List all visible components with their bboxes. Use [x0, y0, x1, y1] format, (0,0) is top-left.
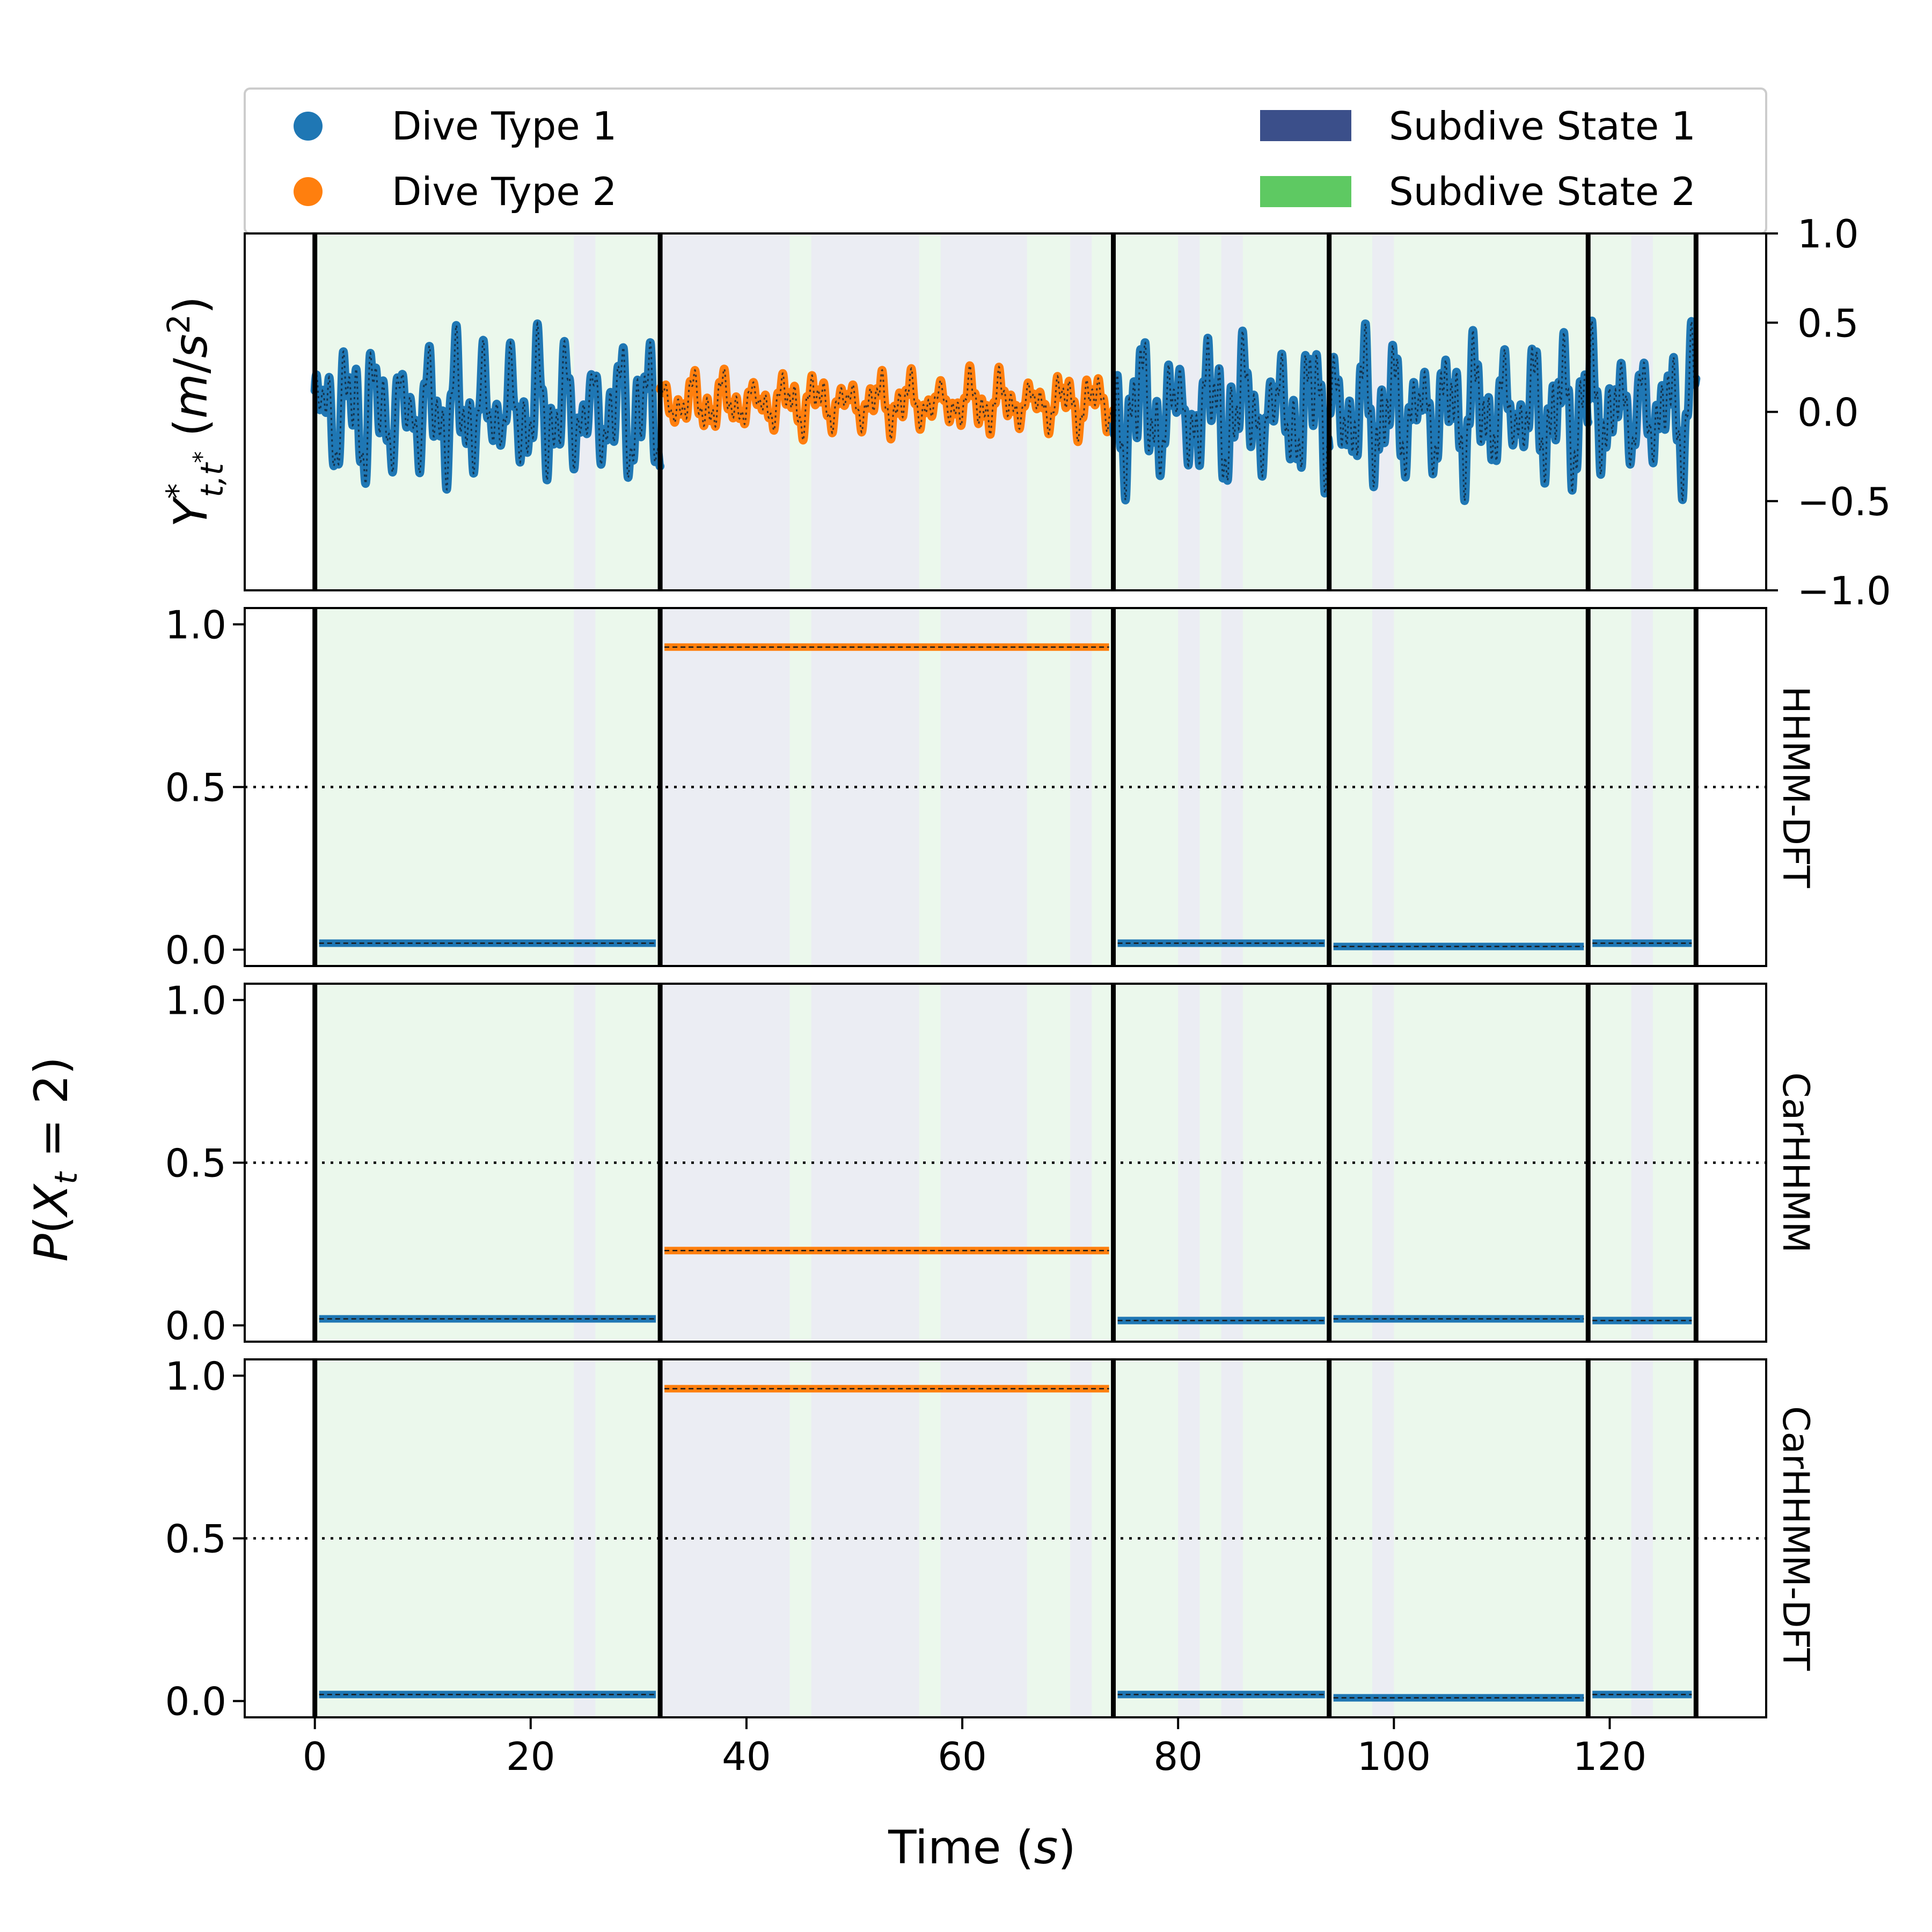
subdive-segment [1027, 608, 1071, 966]
acceleration-segment-dotted [1328, 323, 1589, 501]
subdive-segment [574, 984, 596, 1342]
y-tick-label: 1.0 [165, 1353, 226, 1399]
subdive-segment [1027, 984, 1071, 1342]
subdive-segment [1631, 984, 1653, 1342]
x-axis-title-unit: s [1034, 1821, 1058, 1875]
subdive-segment [1372, 1359, 1394, 1717]
subdive-segment [574, 608, 596, 966]
x-tick-label: 60 [938, 1734, 987, 1779]
subdive-segment [660, 984, 790, 1342]
subdive-segment [660, 608, 790, 966]
subdive-segment [660, 1359, 790, 1717]
subdive-segment [1394, 1359, 1631, 1717]
dive-boundaries [312, 608, 1699, 966]
legend-label-dive-type-1: Dive Type 1 [392, 104, 617, 149]
subdive-segment [1242, 984, 1373, 1342]
legend-label-subdive-state-1: Subdive State 1 [1389, 104, 1696, 149]
subdive-segment [1631, 1359, 1653, 1717]
subdive-segment [1242, 608, 1373, 966]
acceleration-panel: 1.0 0.5 0.0 −0.5 −1.0 [244, 211, 1891, 613]
x-axis-title: Time (s) [888, 1821, 1076, 1875]
y-tick-label: 1.0 [165, 978, 226, 1023]
x-axis-title-prefix: Time ( [888, 1821, 1034, 1875]
subdive-shading [314, 984, 1696, 1342]
dive-boundaries [312, 984, 1699, 1342]
probability-lines [319, 1247, 1692, 1324]
probability-lines [319, 1385, 1692, 1702]
acceleration-segment-dotted [659, 364, 1115, 443]
legend-marker-dive-type-1 [294, 112, 323, 141]
y-tick-label: 1.0 [1797, 211, 1859, 257]
y-tick-label: 0.5 [1797, 301, 1859, 346]
acceleration-trace [310, 316, 1701, 506]
x-tick-label: 120 [1573, 1734, 1646, 1779]
y-tick-label: 0.0 [165, 1679, 226, 1724]
y-axis-ticks: 0.0 0.5 1.0 [165, 978, 245, 1349]
acceleration-y-axis-title: Y*t,t* (m/s2) [159, 296, 230, 527]
y-axis-ticks: 1.0 0.5 0.0 −0.5 −1.0 [1766, 211, 1891, 613]
acceleration-segment-dotted [314, 320, 661, 491]
legend-patch-subdive-state-2 [1260, 176, 1351, 207]
legend-patch-subdive-state-1 [1260, 110, 1351, 141]
subdive-segment [1199, 1359, 1221, 1717]
y-tick-label: −0.5 [1797, 479, 1891, 524]
carhhmm-dft-panel: 0.0 0.5 1.0 CarHHMM-DFT [165, 1353, 1817, 1724]
subdive-segment [789, 608, 811, 966]
subdive-segment [1199, 608, 1221, 966]
legend-label-dive-type-2: Dive Type 2 [392, 169, 617, 214]
y-tick-label: 0.0 [165, 1304, 226, 1349]
subdive-segment [1027, 1359, 1071, 1717]
dive-boundaries [312, 1359, 1699, 1717]
subdive-segment [919, 1359, 941, 1717]
subdive-segment [574, 1359, 596, 1717]
legend-marker-dive-type-2 [294, 177, 323, 206]
y-tick-label: 0.0 [165, 928, 226, 973]
subdive-segment [789, 1359, 811, 1717]
x-tick-label: 40 [722, 1734, 771, 1779]
subdive-segment [919, 984, 941, 1342]
x-axis-ticks: 0 20 40 60 80 100 120 [303, 1717, 1646, 1779]
subdive-segment [1242, 1359, 1373, 1717]
acceleration-segment-dotted [1587, 319, 1697, 502]
subdive-segment [1394, 608, 1631, 966]
x-tick-label: 20 [506, 1734, 555, 1779]
subdive-segment [1199, 984, 1221, 1342]
y-tick-label: −1.0 [1797, 568, 1891, 613]
legend: Dive Type 1 Dive Type 2 Subdive State 1 … [244, 87, 1767, 235]
y-tick-label: 0.5 [165, 1517, 226, 1562]
legend-label-subdive-state-2: Subdive State 2 [1389, 169, 1696, 214]
y-axis-ticks: 0.0 0.5 1.0 [165, 602, 245, 973]
acceleration-segment-dotted [1113, 331, 1330, 501]
dive-boundaries [312, 233, 1699, 590]
panel-label-carhhmm-dft: CarHHMM-DFT [1774, 1406, 1817, 1671]
y-tick-label: 1.0 [165, 602, 226, 647]
subdive-segment [1372, 984, 1394, 1342]
hhmm-dft-panel: 0.0 0.5 1.0 HHMM-DFT [165, 602, 1817, 972]
x-axis-title-suffix: ) [1058, 1821, 1076, 1875]
carhhmm-panel: 0.0 0.5 1.0 CarHHMM [165, 978, 1817, 1348]
y-axis-ticks: 0.0 0.5 1.0 [165, 1353, 245, 1724]
subdive-segment [789, 984, 811, 1342]
subdive-segment [1631, 608, 1653, 966]
subdive-segment [919, 608, 941, 966]
x-tick-label: 80 [1153, 1734, 1203, 1779]
x-tick-label: 0 [303, 1734, 327, 1779]
probability-lines [319, 643, 1692, 950]
subdive-segment [1394, 984, 1631, 1342]
y-tick-label: 0.5 [165, 765, 226, 810]
y-tick-label: 0.0 [1797, 390, 1859, 435]
probability-y-axis-title: P(Xt = 2) [25, 1057, 84, 1262]
y-tick-label: 0.5 [165, 1141, 226, 1186]
x-tick-label: 100 [1357, 1734, 1431, 1779]
panel-label-carhhmm: CarHHMM [1774, 1072, 1817, 1253]
subdive-segment [1372, 608, 1394, 966]
panel-label-hhmm-dft: HHMM-DFT [1774, 686, 1817, 888]
